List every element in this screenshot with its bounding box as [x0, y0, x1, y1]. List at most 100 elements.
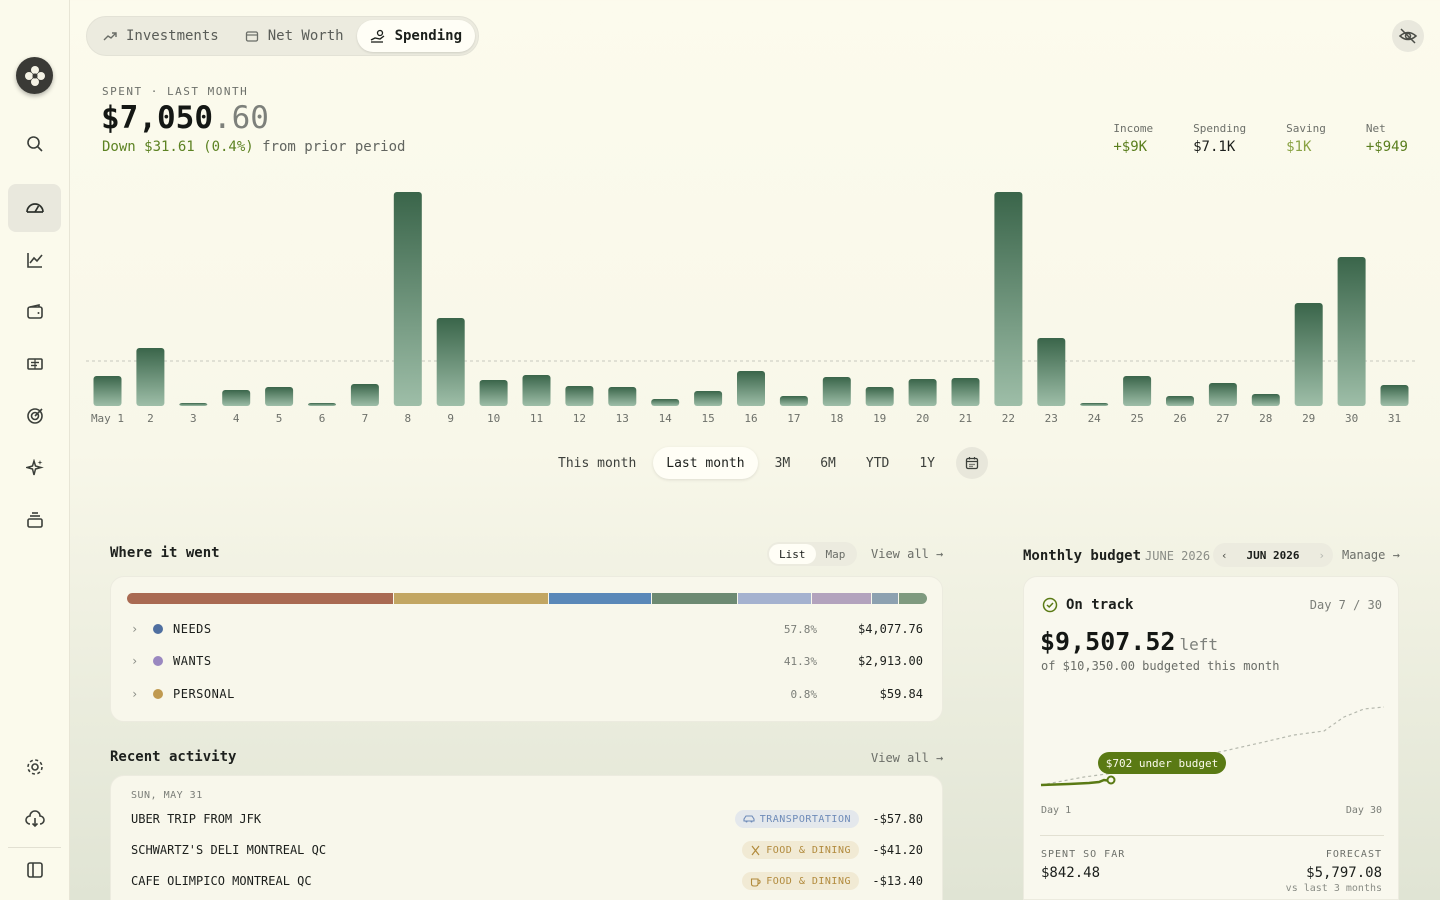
tab-investments[interactable]: Investments — [90, 20, 232, 52]
category-segment[interactable] — [127, 593, 393, 604]
chart-bar[interactable] — [265, 387, 294, 406]
stat-label: Net — [1365, 122, 1386, 135]
tab-net-worth[interactable]: Net Worth — [232, 20, 357, 52]
chart-bar[interactable] — [350, 384, 379, 406]
category-dot — [153, 624, 163, 634]
hide-values-button[interactable] — [1392, 20, 1424, 52]
chart-bar[interactable] — [1037, 338, 1066, 406]
chart-bar[interactable] — [779, 396, 808, 406]
chart-bar[interactable] — [1380, 385, 1409, 406]
axis-end-label: Day 30 — [1345, 805, 1382, 816]
chart-bar[interactable] — [93, 376, 122, 406]
chart-bar[interactable] — [822, 377, 851, 406]
chart-bar[interactable] — [1251, 394, 1280, 406]
chart-bar[interactable] — [522, 375, 551, 406]
chart-bar[interactable] — [737, 371, 765, 406]
stat-value: $1K — [1286, 139, 1312, 155]
category-row-personal[interactable]: › PERSONAL 0.8% $59.84 — [131, 684, 923, 704]
chevron-right-icon: › — [131, 622, 139, 636]
range-6m[interactable]: 6M — [820, 455, 836, 471]
chart-bar[interactable] — [1337, 257, 1366, 406]
sidebar-toggle-icon — [26, 862, 43, 878]
category-dot — [153, 656, 163, 666]
chart-bar[interactable] — [865, 387, 894, 406]
next-month-button[interactable]: › — [1318, 548, 1325, 562]
sidebar-goals[interactable] — [8, 392, 61, 440]
transaction-row[interactable]: SCHWARTZ'S DELI MONTREAL QC FOOD & DININ… — [131, 839, 923, 861]
sidebar-transactions[interactable] — [8, 340, 61, 388]
chart-bar[interactable] — [136, 348, 165, 406]
category-badge[interactable]: FOOD & DINING — [742, 841, 859, 859]
chart-bar[interactable] — [1294, 303, 1323, 406]
chart-bar[interactable] — [1080, 403, 1109, 406]
sidebar-investments[interactable] — [8, 236, 61, 284]
range-last-month[interactable]: Last month — [653, 447, 758, 479]
chart-bar[interactable] — [1123, 376, 1152, 406]
chart-bar[interactable] — [1166, 396, 1194, 406]
chart-bar[interactable] — [908, 379, 937, 406]
period-kicker: SPENT · LAST MONTH — [102, 85, 249, 98]
category-badge[interactable]: FOOD & DINING — [742, 872, 859, 890]
sidebar-settings[interactable] — [8, 743, 61, 791]
sidebar-collapse[interactable] — [8, 846, 61, 894]
hand-coins-icon — [370, 29, 384, 43]
tab-spending[interactable]: Spending — [356, 20, 476, 52]
category-row-wants[interactable]: › WANTS 41.3% $2,913.00 — [131, 651, 923, 671]
sidebar-accounts[interactable] — [8, 288, 61, 336]
range-ytd[interactable]: YTD — [865, 455, 890, 471]
transaction-row[interactable]: CAFE OLIMPICO MONTREAL QC FOOD & DINING … — [131, 870, 923, 892]
category-segment[interactable] — [393, 593, 549, 604]
chart-bar[interactable] — [436, 318, 465, 406]
transaction-description: UBER TRIP FROM JFK — [131, 812, 262, 826]
category-name: WANTS — [173, 654, 212, 668]
sidebar-insights[interactable] — [8, 444, 61, 492]
chart-bar[interactable] — [308, 403, 336, 406]
where-view-all-link[interactable]: View all → — [871, 547, 944, 561]
category-segment[interactable] — [899, 593, 927, 604]
chart-x-tick-label: 4 — [233, 412, 240, 425]
range-3m[interactable]: 3M — [774, 455, 791, 471]
chevron-right-icon: › — [131, 687, 139, 701]
category-name: PERSONAL — [173, 687, 235, 701]
toggle-map[interactable]: Map — [825, 547, 846, 561]
chart-bar[interactable] — [393, 192, 422, 406]
category-segment[interactable] — [812, 593, 872, 604]
activity-view-all-link[interactable]: View all → — [871, 751, 944, 765]
chart-bar[interactable] — [694, 391, 723, 406]
range-1y[interactable]: 1Y — [919, 455, 936, 471]
category-segment[interactable] — [549, 593, 651, 604]
sidebar-search[interactable] — [8, 120, 61, 168]
sidebar-archive[interactable] — [8, 496, 61, 544]
prev-month-button[interactable]: ‹ — [1221, 548, 1228, 562]
sidebar-sync[interactable] — [8, 795, 61, 843]
daily-spending-chart: May 1 2 3 4 5 6 7 8 9 10 11 12 13 14 15 16 17 18 19 20 21 22 2… — [86, 192, 1416, 425]
chart-bar[interactable] — [179, 403, 208, 406]
chart-bar[interactable] — [608, 387, 637, 406]
chart-bar[interactable] — [951, 378, 980, 406]
delta-change: Down $31.61 (0.4%) — [102, 139, 254, 155]
category-row-needs[interactable]: › NEEDS 57.8% $4,077.76 — [131, 619, 923, 639]
app-logo[interactable] — [16, 57, 53, 94]
chart-bar[interactable] — [565, 386, 594, 406]
toggle-list[interactable]: List — [769, 544, 816, 564]
category-breakdown-bar — [127, 593, 927, 604]
chart-x-tick-label: 8 — [404, 412, 411, 425]
chart-bar[interactable] — [651, 399, 680, 406]
sidebar — [0, 0, 70, 900]
category-badge[interactable]: TRANSPORTATION — [734, 810, 859, 828]
range-this-month[interactable]: This month — [558, 455, 637, 471]
custom-range-button[interactable] — [956, 447, 989, 479]
chart-bar[interactable] — [1208, 383, 1237, 406]
chart-bar[interactable] — [222, 390, 251, 406]
category-segment[interactable] — [738, 593, 812, 604]
category-segment[interactable] — [872, 593, 899, 604]
chart-x-tick-label: 15 — [701, 412, 714, 425]
wallet-icon — [26, 304, 43, 319]
manage-budget-link[interactable]: Manage → — [1342, 548, 1400, 562]
search-icon — [26, 136, 43, 152]
transaction-row[interactable]: UBER TRIP FROM JFK TRANSPORTATION -$57.8… — [131, 808, 923, 830]
chart-bar[interactable] — [994, 192, 1023, 406]
sidebar-dashboard[interactable] — [8, 184, 61, 232]
chart-bar[interactable] — [479, 380, 508, 406]
category-segment[interactable] — [651, 593, 738, 604]
